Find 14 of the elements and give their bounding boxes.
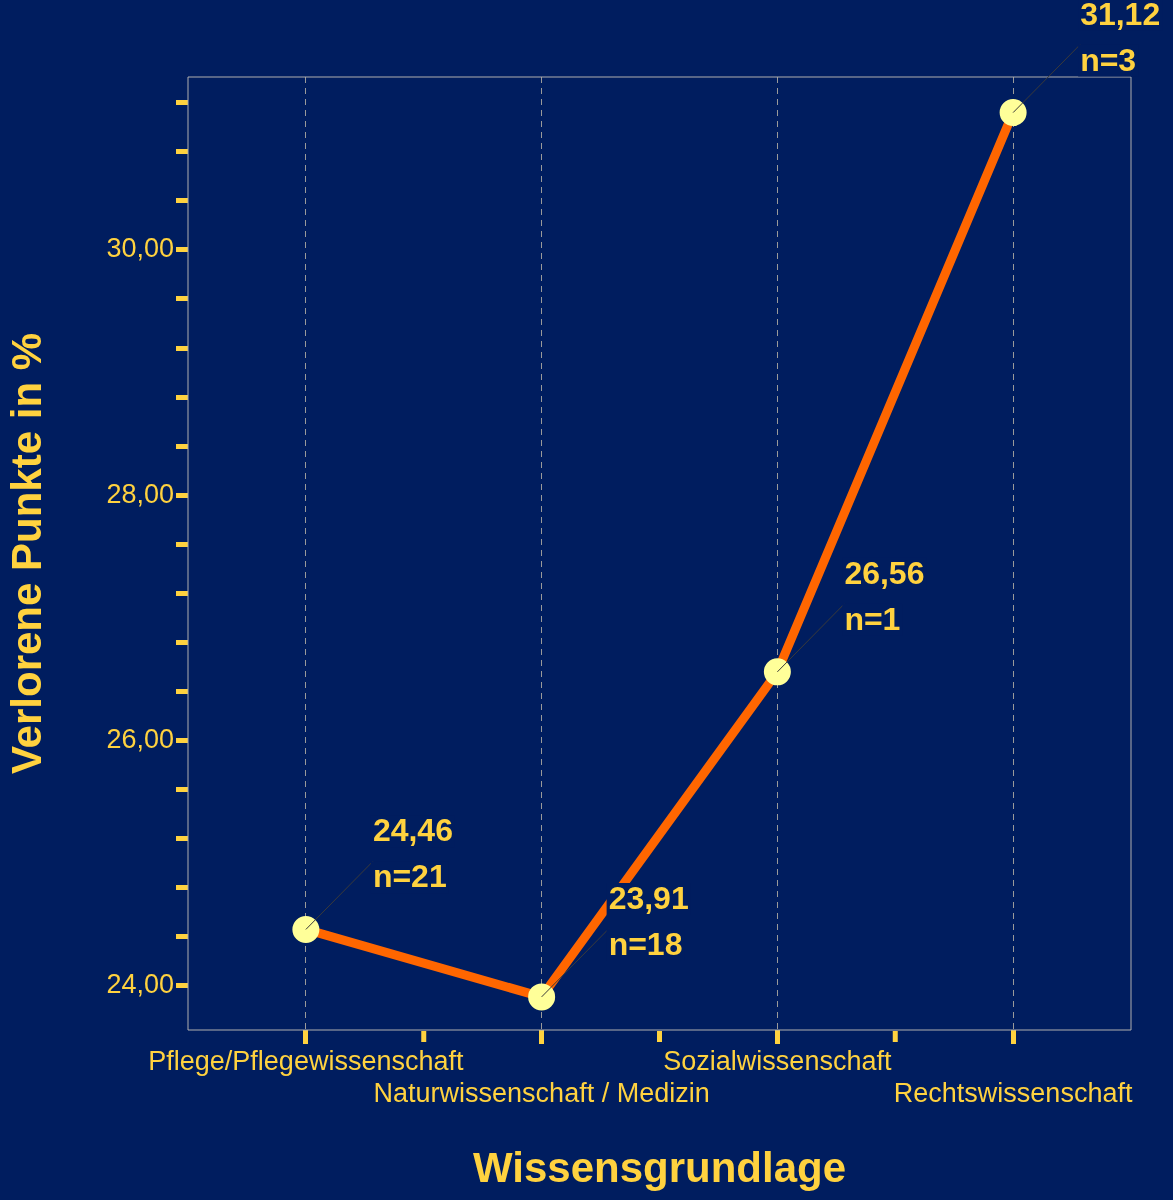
y-tick-label: 24,00: [106, 969, 174, 1000]
x-tick-label: Sozialwissenschaft: [663, 1045, 892, 1076]
x-axis-title: Wissensgrundlage: [472, 1144, 847, 1192]
x-tick-label: Pflege/Pflegewissenschaft: [148, 1045, 464, 1076]
y-tick-label: 30,00: [106, 233, 174, 264]
y-tick-label: 26,00: [106, 724, 174, 754]
y-tick-label: 28,00: [106, 478, 174, 509]
text: 24,46 n=21: [372, 812, 453, 895]
text: 31,12 n=3: [1080, 0, 1161, 78]
x-tick-label: Rechtswissenschaft: [893, 1078, 1133, 1109]
x-tick-label: Naturwissenschaft / Medizin: [373, 1078, 710, 1109]
text: 26,56 n=1: [844, 554, 925, 637]
y-axis-title: Verlorene Punkte in %: [2, 332, 50, 775]
text: 23,91 n=18: [608, 879, 689, 962]
